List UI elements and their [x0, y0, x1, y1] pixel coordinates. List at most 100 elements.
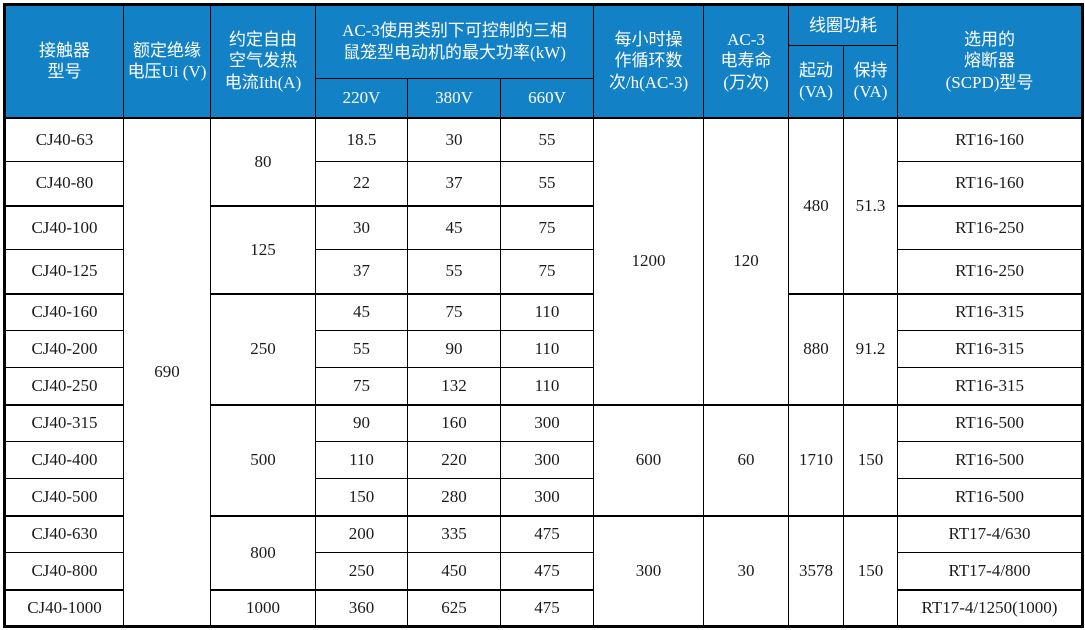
- start-cell: 880: [788, 292, 845, 405]
- life-cell: 30: [703, 514, 790, 627]
- header-row-3: 220V 380V 660V: [5, 78, 1083, 119]
- p660-cell: 475: [499, 552, 595, 590]
- p660-cell: 300: [499, 403, 595, 442]
- table-row: CJ40-250 75 132 110 RT16-315: [4, 367, 1084, 405]
- ith-cell: 500: [210, 403, 316, 516]
- header-model: 接触器 型号: [4, 4, 124, 118]
- p380-cell: 132: [407, 367, 501, 405]
- fuse-cell: RT16-500: [897, 441, 1084, 479]
- table-header: 接触器 型号 额定绝缘 电压Ui (V) 约定自由 空气发热 电流Ith(A) …: [4, 4, 1084, 119]
- p220-cell: 45: [315, 292, 408, 331]
- fuse-cell: RT17-4/630: [897, 514, 1084, 553]
- start-cell: 1710: [788, 403, 845, 516]
- p220-cell: 30: [315, 204, 408, 250]
- model-cell: CJ40-250: [4, 367, 124, 405]
- hold-cell: 51.3: [843, 116, 899, 294]
- table-row: CJ40-80 22 37 55 RT16-160: [4, 161, 1084, 206]
- p220-cell: 110: [315, 441, 408, 479]
- p220-cell: 22: [315, 161, 408, 206]
- ith-cell: 80: [210, 116, 316, 206]
- table-row: CJ40-400 110 220 300 RT16-500: [4, 441, 1084, 479]
- cycles-cell: 1200: [593, 116, 705, 405]
- model-cell: CJ40-80: [4, 161, 124, 206]
- p220-cell: 90: [315, 403, 408, 442]
- table-row: CJ40-630 800 200 335 475 300 30 3578 150 RT17-4/6…: [4, 514, 1084, 627]
- table-row: CJ40-800 250 450 475 RT17-4/800: [4, 552, 1084, 590]
- p220-cell: 55: [315, 330, 408, 368]
- header-380v: 380V: [407, 78, 501, 119]
- model-cell: CJ40-160: [4, 292, 124, 331]
- p660-cell: 110: [499, 292, 595, 331]
- p380-cell: 220: [407, 441, 501, 479]
- p380-cell: 55: [407, 249, 501, 294]
- p380-cell: 160: [407, 403, 501, 442]
- p660-cell: 475: [499, 514, 595, 553]
- p220-cell: 75: [315, 367, 408, 405]
- header-220v: 220V: [315, 78, 408, 119]
- header-660v: 660V: [499, 78, 595, 119]
- model-cell: CJ40-800: [4, 552, 124, 590]
- model-cell: CJ40-315: [4, 403, 124, 442]
- start-cell: 3578: [788, 514, 845, 627]
- p660-cell: 75: [499, 204, 595, 250]
- p380-cell: 90: [407, 330, 501, 368]
- header-insulation-voltage: 额定绝缘 电压Ui (V): [123, 4, 211, 118]
- model-cell: CJ40-125: [4, 249, 124, 294]
- hold-cell: 91.2: [843, 292, 899, 405]
- ui-cell: 690: [123, 116, 211, 627]
- table-body: CJ40-63 690 80 18.5 30 55 1200 120 480 51.3 RT16-1…: [4, 116, 1084, 627]
- ith-cell: 1000: [210, 588, 316, 627]
- hold-cell: 150: [843, 514, 899, 627]
- model-cell: CJ40-630: [4, 514, 124, 553]
- p220-cell: 200: [315, 514, 408, 553]
- p220-cell: 150: [315, 478, 408, 516]
- cycles-cell: 600: [593, 403, 705, 516]
- model-cell: CJ40-500: [4, 478, 124, 516]
- start-cell: 480: [788, 116, 845, 294]
- model-cell: CJ40-100: [4, 204, 124, 250]
- p380-cell: 37: [407, 161, 501, 206]
- ith-cell: 800: [210, 514, 316, 590]
- p660-cell: 55: [499, 161, 595, 206]
- p220-cell: 37: [315, 249, 408, 294]
- table-row: CJ40-160 250 45 75 110 880 91.2 RT16-315: [4, 292, 1084, 405]
- ith-cell: 125: [210, 204, 316, 294]
- model-cell: CJ40-400: [4, 441, 124, 479]
- fuse-cell: RT16-315: [897, 292, 1084, 331]
- life-cell: 60: [703, 403, 790, 516]
- p660-cell: 75: [499, 249, 595, 294]
- p380-cell: 335: [407, 514, 501, 553]
- fuse-cell: RT17-4/800: [897, 552, 1084, 590]
- fuse-cell: RT16-315: [897, 367, 1084, 405]
- p220-cell: 18.5: [315, 116, 408, 162]
- table-row: CJ40-315 500 90 160 300 600 60 1710 150 RT16-500: [4, 403, 1084, 516]
- header-row-1: 接触器 型号 额定绝缘 电压Ui (V) 约定自由 空气发热 电流Ith(A) …: [4, 4, 1084, 118]
- table-row: CJ40-125 37 55 75 RT16-250: [4, 249, 1084, 294]
- hold-cell: 150: [843, 403, 899, 516]
- table-row: CJ40-100 125 30 45 75 RT16-250: [4, 204, 1084, 294]
- p220-cell: 360: [315, 588, 408, 627]
- fuse-cell: RT16-160: [897, 116, 1084, 162]
- p660-cell: 300: [499, 441, 595, 479]
- header-ac3-power-group: AC-3使用类别下可控制的三相 鼠笼型电动机的最大功率(kW): [314, 4, 595, 79]
- fuse-cell: RT16-250: [897, 249, 1084, 294]
- life-cell: 120: [703, 116, 790, 405]
- model-cell: CJ40-1000: [4, 588, 124, 627]
- fuse-cell: RT16-500: [897, 403, 1084, 442]
- header-operating-cycles: 每小时操 作循环数 次/h(AC-3): [593, 4, 705, 118]
- table-row: CJ40-200 55 90 110 RT16-315: [4, 330, 1084, 368]
- p660-cell: 475: [499, 588, 595, 627]
- p660-cell: 300: [499, 478, 595, 516]
- header-thermal-current: 约定自由 空气发热 电流Ith(A): [210, 4, 316, 118]
- p380-cell: 30: [407, 116, 501, 162]
- p660-cell: 55: [499, 116, 595, 162]
- p380-cell: 75: [407, 292, 501, 331]
- contactor-spec-table: 接触器 型号 额定绝缘 电压Ui (V) 约定自由 空气发热 电流Ith(A) …: [3, 3, 1085, 628]
- model-cell: CJ40-200: [4, 330, 124, 368]
- table-row: CJ40-1000 1000 360 625 475 RT17-4/1250(1000): [4, 588, 1084, 627]
- header-coil-power-group: 线圈功耗: [788, 4, 899, 46]
- table-row: CJ40-63 690 80 18.5 30 55 1200 120 480 51.3 RT16-1…: [4, 116, 1084, 627]
- fuse-cell: RT16-500: [897, 478, 1084, 516]
- fuse-cell: RT17-4/1250(1000): [897, 588, 1084, 627]
- header-electrical-life: AC-3 电寿命 (万次): [703, 4, 790, 118]
